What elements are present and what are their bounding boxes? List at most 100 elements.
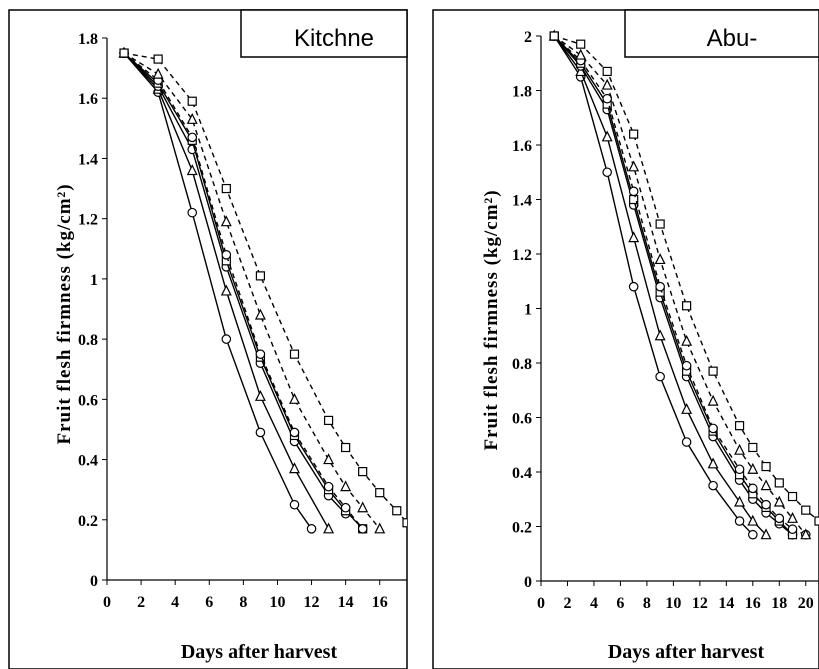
right-series-2-point <box>628 231 640 243</box>
right-series-7-point <box>655 219 665 229</box>
left-series-2-point <box>289 462 300 474</box>
right-series-5-point <box>734 464 745 475</box>
right-series-7-point <box>629 129 639 139</box>
right-series-1-point <box>602 167 612 178</box>
left-x-tick-label: 0 <box>103 594 111 611</box>
left-series-5-point <box>340 502 351 513</box>
right-series-6-point <box>654 253 666 265</box>
left-series-7-point <box>221 183 231 194</box>
left-series-6-point <box>374 522 386 534</box>
left-series-6-point <box>289 392 300 404</box>
right-x-tick-label: 20 <box>798 595 814 612</box>
left-series-2-point <box>254 389 266 401</box>
left-series-1-point <box>306 524 317 534</box>
left-series-5-point <box>187 132 198 143</box>
left-x-tick-label: 8 <box>239 594 247 611</box>
left-series-7-point <box>289 349 300 359</box>
right-x-tick-label: 12 <box>692 595 708 612</box>
right-series-5-point <box>774 513 785 524</box>
right-x-tick-label: 2 <box>563 595 571 612</box>
right-series-6-point <box>787 511 798 523</box>
left-y-tick-label: 0 <box>90 573 98 590</box>
right-series-6-point <box>747 462 759 474</box>
right-y-tick-label: 1.8 <box>512 84 532 101</box>
left-panel-frame <box>8 9 408 669</box>
right-series-6-point <box>575 48 587 60</box>
right-series-6-point <box>707 394 719 406</box>
left-chart-title: Kitchne <box>294 25 374 52</box>
left-y-tick-label: 0.8 <box>78 332 98 349</box>
left-y-tick-label: 1.8 <box>78 31 98 48</box>
right-series-5-point <box>602 93 612 104</box>
right-y-tick-label: 1 <box>524 302 532 319</box>
left-series-7-point <box>358 467 368 477</box>
left-series-7-point <box>153 54 163 64</box>
right-series-6-point <box>734 443 746 455</box>
right-series-6-point <box>628 160 640 172</box>
right-series-7-point <box>682 301 692 311</box>
left-series-2-point <box>323 522 335 534</box>
right-series-1-point <box>655 371 665 382</box>
right-series-2-line <box>553 35 767 536</box>
right-series-6-point <box>760 479 772 491</box>
left-y-tick-label: 0.2 <box>78 513 98 530</box>
right-series-1-point <box>748 529 758 540</box>
left-x-tick-label: 4 <box>171 594 179 611</box>
right-series-2-point <box>734 495 746 507</box>
left-y-tick-label: 1 <box>90 272 98 289</box>
right-series-1-point <box>734 516 745 526</box>
left-series-1-point <box>289 499 300 510</box>
right-y-tick-label: 1.4 <box>512 193 532 210</box>
left-series-5-point <box>221 250 232 260</box>
right-chart-title: Abu- <box>707 25 758 52</box>
right-series-5-point <box>681 360 692 371</box>
right-y-tick-label: 0.8 <box>512 356 532 373</box>
left-series-7-point <box>255 271 266 281</box>
right-series-7-point <box>708 366 718 376</box>
right-series-5-point <box>761 499 771 510</box>
right-series-7-point <box>576 39 586 49</box>
left-x-tick-label: 10 <box>269 594 285 611</box>
left-x-axis-label: Days after harvest <box>181 641 338 663</box>
left-x-tick-label: 16 <box>372 594 388 611</box>
left-series-2-point <box>186 164 198 176</box>
right-series-5-point <box>628 186 639 197</box>
left-series-7-point <box>323 415 334 426</box>
right-y-axis-label: Fruit flesh firmness (kg/cm²) <box>481 189 502 450</box>
left-series-6-point <box>357 501 369 513</box>
right-x-tick-label: 0 <box>537 595 545 612</box>
right-x-tick-label: 14 <box>718 595 734 612</box>
right-title-box <box>624 9 819 58</box>
left-series-5-point <box>323 481 334 492</box>
right-series-2-point <box>707 457 719 469</box>
left-series-6-point <box>323 453 335 465</box>
left-series-5-point <box>357 524 368 534</box>
right-series-1-point <box>628 281 639 292</box>
left-series-6-line <box>123 52 381 530</box>
left-series-1-point <box>187 207 198 218</box>
right-series-7-point <box>761 461 771 472</box>
left-series-3-line <box>123 52 347 515</box>
left-series-6-point <box>220 215 232 227</box>
right-series-7-point <box>602 66 612 77</box>
right-plot-area: 00.20.40.60.811.21.41.61.820 2 4 6 8 10 12 14 16… <box>512 29 819 612</box>
left-series-5-point <box>255 349 266 359</box>
right-y-tick-label: 0.4 <box>512 465 532 482</box>
right-series-5-point <box>708 423 718 434</box>
right-series-1-point <box>681 437 692 447</box>
right-x-tick-label: 10 <box>665 595 681 612</box>
right-series-7-point <box>774 478 784 488</box>
right-x-tick-label: 6 <box>616 595 624 612</box>
right-series-7-point <box>787 491 798 502</box>
right-series-1-point <box>708 480 718 491</box>
right-y-tick-label: 0.2 <box>512 520 532 537</box>
right-x-tick-label: 8 <box>643 595 651 612</box>
right-y-tick-label: 1.2 <box>512 247 532 264</box>
left-series-7-point <box>187 96 197 106</box>
left-x-tick-label: 6 <box>205 594 213 611</box>
left-y-tick-label: 0.4 <box>78 453 98 470</box>
right-series-6-point <box>800 528 812 540</box>
left-series-6-point <box>186 112 198 124</box>
left-series-7-line <box>123 52 407 524</box>
left-series-1-line <box>123 52 313 530</box>
